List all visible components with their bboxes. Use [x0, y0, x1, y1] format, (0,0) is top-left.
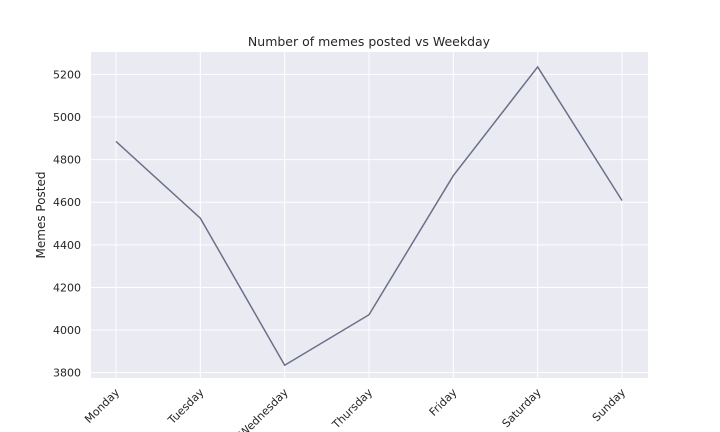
y-tick-label: 5000 [53, 111, 81, 124]
x-tick-label: Tuesday [165, 386, 207, 428]
y-tick-label: 4400 [53, 239, 81, 252]
x-tick-label: Thursday [329, 386, 375, 432]
x-tick-label: Monday [82, 386, 122, 426]
y-tick-label: 4000 [53, 324, 81, 337]
x-tick-label: Friday [427, 386, 460, 419]
x-tick-label: Sunday [590, 386, 629, 425]
y-axis-label: Memes Posted [34, 172, 48, 259]
y-tick-label: 4200 [53, 281, 81, 294]
series-line-memes-posted [115, 65, 623, 367]
y-tick-label: 3800 [53, 367, 81, 380]
y-tick-label: 4600 [53, 196, 81, 209]
y-axis-ticks: 3800 4000 4200 4400 4600 4800 5000 5200 [53, 68, 81, 379]
x-tick-label: Saturday [500, 386, 545, 431]
grid [91, 52, 648, 378]
x-tick-label: Wednesday [237, 386, 292, 432]
chart-title: Number of memes posted vs Weekday [248, 34, 491, 49]
y-tick-label: 5200 [53, 68, 81, 81]
y-tick-label: 4800 [53, 154, 81, 167]
x-axis-ticks: Monday Tuesday Wednesday Thursday Friday Satu… [82, 386, 628, 432]
